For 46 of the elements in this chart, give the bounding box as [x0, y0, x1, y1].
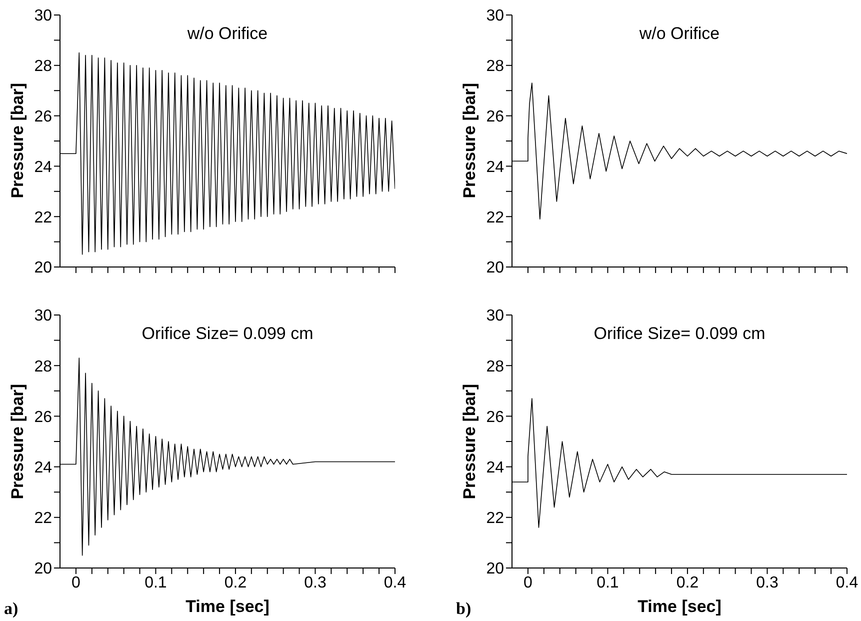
- y-tick-label: 30: [34, 308, 52, 325]
- y-tick-label: 28: [34, 358, 52, 376]
- y-tick-label: 26: [34, 108, 52, 126]
- y-tick-label: 22: [34, 209, 52, 226]
- y-tick-label: 30: [486, 8, 504, 25]
- y-tick-label: 20: [486, 560, 504, 578]
- y-tick-label: 22: [486, 209, 504, 226]
- y-tick-label: 20: [486, 260, 504, 277]
- y-tick-label: 22: [34, 510, 52, 528]
- y-tick-label: 20: [34, 560, 52, 578]
- y-tick-label: 28: [34, 58, 52, 76]
- y-tick-label: 26: [486, 408, 504, 426]
- y-tick-label: 22: [486, 510, 504, 528]
- y-tick-label: 24: [486, 158, 504, 176]
- x-tick-label: 0.2: [676, 574, 699, 592]
- x-tick-label: 0.4: [836, 574, 858, 592]
- annotation: Orifice Size= 0.099 cm: [592, 324, 766, 344]
- x-axis-title: Time [sec]: [184, 597, 270, 617]
- y-tick-label: 30: [486, 308, 504, 325]
- text: b): [456, 599, 472, 619]
- annotation: w/o Orifice: [638, 24, 721, 44]
- y-axis-title: Pressure [bar]: [8, 83, 28, 199]
- y-axis-title: Pressure [bar]: [460, 384, 480, 500]
- x-axis-title: Time [sec]: [636, 597, 722, 617]
- x-tick-label: 0.1: [596, 574, 619, 592]
- x-tick-label: 0.3: [756, 574, 778, 592]
- text: a): [4, 599, 18, 619]
- y-axis-title: Pressure [bar]: [8, 384, 28, 500]
- y-tick-label: 26: [34, 408, 52, 426]
- annotation: w/o Orifice: [186, 24, 269, 44]
- x-tick-label: 0.1: [144, 574, 167, 592]
- x-tick-label: 0: [72, 574, 80, 592]
- y-tick-label: 28: [486, 358, 504, 376]
- y-tick-label: 30: [34, 8, 52, 25]
- x-tick-label: 0: [524, 574, 532, 592]
- x-tick-label: 0.4: [384, 574, 406, 592]
- annotation: Orifice Size= 0.099 cm: [140, 324, 314, 344]
- y-tick-label: 24: [486, 459, 504, 476]
- y-axis-title: Pressure [bar]: [460, 83, 480, 199]
- y-tick-label: 24: [34, 459, 52, 476]
- y-tick-label: 28: [486, 58, 504, 76]
- y-tick-label: 26: [486, 108, 504, 126]
- x-tick-label: 0.3: [304, 574, 326, 592]
- x-tick-label: 0.2: [224, 574, 247, 592]
- y-tick-label: 20: [34, 260, 52, 277]
- y-tick-label: 24: [34, 158, 52, 176]
